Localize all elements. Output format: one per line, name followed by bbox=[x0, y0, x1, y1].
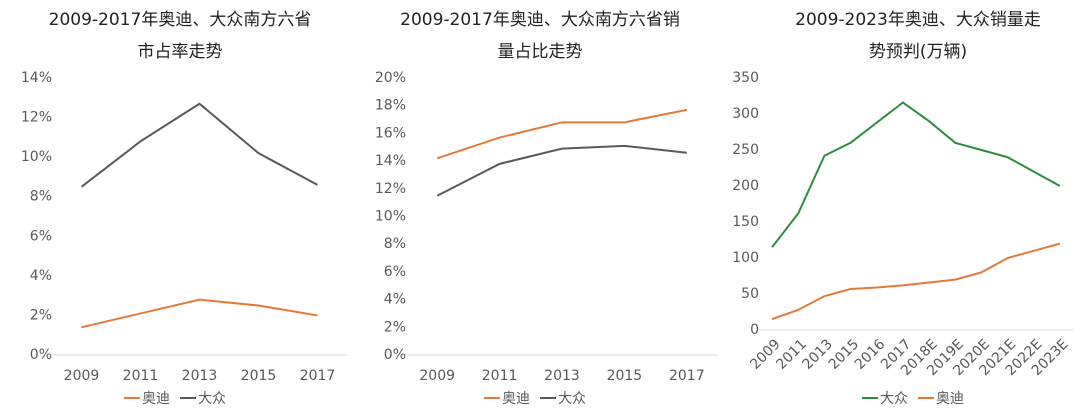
y-tick-label: 14% bbox=[375, 153, 406, 169]
y-tick-label: 250 bbox=[732, 142, 759, 158]
y-tick-label: 18% bbox=[375, 98, 406, 114]
x-tick-label: 2009 bbox=[419, 368, 455, 384]
y-tick-label: 200 bbox=[732, 178, 759, 194]
series-line bbox=[436, 108, 687, 160]
y-tick-label: 350 bbox=[732, 70, 759, 86]
y-tick-label: 0% bbox=[30, 347, 52, 363]
y-tick-label: 4% bbox=[384, 292, 406, 308]
y-tick-label: 10% bbox=[21, 149, 52, 165]
x-tick-label: 2011 bbox=[123, 368, 159, 384]
series-line bbox=[771, 101, 1061, 248]
x-tick-label: 2017 bbox=[300, 368, 336, 384]
series-line bbox=[771, 242, 1061, 321]
legend-label: 奥迪 bbox=[142, 390, 170, 407]
x-tick-label: 2017 bbox=[669, 368, 705, 384]
y-tick-label: 14% bbox=[21, 70, 52, 86]
y-tick-label: 0 bbox=[750, 322, 759, 338]
y-tick-label: 150 bbox=[732, 214, 759, 230]
legend-label: 奥迪 bbox=[502, 390, 530, 407]
y-tick-label: 4% bbox=[30, 268, 52, 284]
y-tick-label: 8% bbox=[384, 236, 406, 252]
chart-title: 量占比走势 bbox=[498, 42, 583, 62]
y-tick-label: 10% bbox=[375, 209, 406, 225]
chart-title: 2009-2017年奥迪、大众南方六省销 bbox=[400, 10, 680, 30]
x-tick-label: 2015 bbox=[607, 368, 643, 384]
legend-label: 奥迪 bbox=[936, 390, 964, 407]
y-tick-label: 16% bbox=[375, 125, 406, 141]
y-tick-label: 0% bbox=[384, 347, 406, 363]
x-tick-label: 2013 bbox=[544, 368, 580, 384]
y-tick-label: 8% bbox=[30, 189, 52, 205]
legend-label: 大众 bbox=[558, 391, 586, 407]
y-tick-label: 20% bbox=[375, 70, 406, 86]
x-tick-label: 2015 bbox=[241, 368, 277, 384]
chart-title: 2009-2023年奥迪、大众销量走 bbox=[795, 10, 1041, 30]
chart-title: 市占率走势 bbox=[138, 42, 223, 62]
series-line bbox=[436, 144, 687, 197]
y-tick-label: 6% bbox=[384, 264, 406, 280]
chart-title: 势预判(万辆) bbox=[869, 42, 967, 62]
legend-label: 大众 bbox=[880, 391, 908, 407]
y-tick-label: 300 bbox=[732, 106, 759, 122]
legend-label: 大众 bbox=[198, 391, 226, 407]
y-tick-label: 50 bbox=[741, 286, 759, 302]
y-tick-label: 12% bbox=[21, 110, 52, 126]
y-tick-label: 100 bbox=[732, 250, 759, 266]
series-line bbox=[81, 298, 318, 329]
y-tick-label: 12% bbox=[375, 181, 406, 197]
y-tick-label: 6% bbox=[30, 228, 52, 244]
x-tick-label: 2011 bbox=[482, 368, 518, 384]
y-tick-label: 2% bbox=[384, 319, 406, 335]
x-tick-label: 2009 bbox=[64, 368, 100, 384]
x-tick-label: 2013 bbox=[182, 368, 218, 384]
y-tick-label: 2% bbox=[30, 307, 52, 323]
chart-title: 2009-2017年奥迪、大众南方六省 bbox=[49, 10, 312, 30]
series-line bbox=[80, 102, 318, 188]
